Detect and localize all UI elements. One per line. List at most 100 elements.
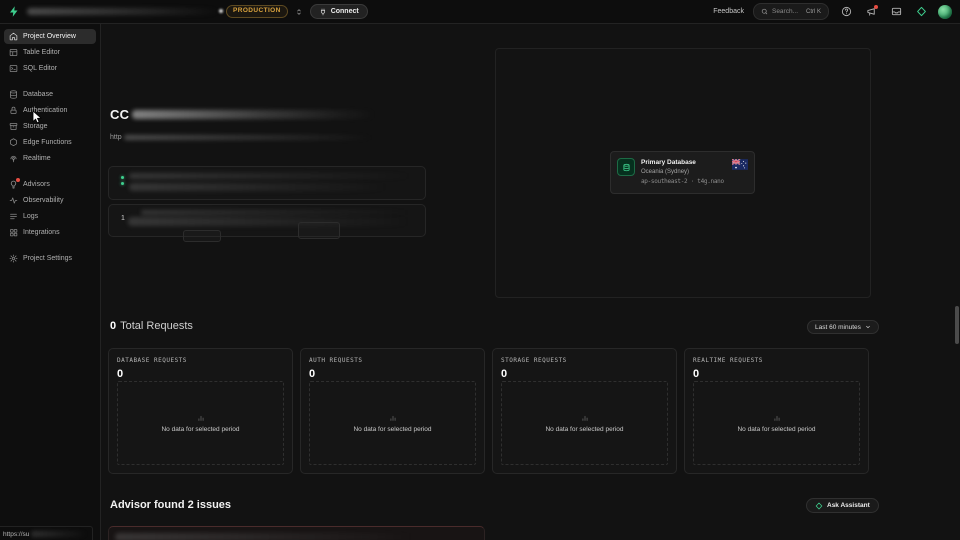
environment-switcher-icon[interactable] (295, 8, 303, 16)
project-title-prefix: CC (110, 107, 130, 122)
sidebar-item-database[interactable]: Database (4, 87, 96, 102)
empty-chart-placeholder: No data for selected period (117, 381, 284, 465)
sidebar-label: Observability (23, 197, 64, 204)
status-dot (121, 182, 124, 185)
project-url-row[interactable]: http (110, 134, 372, 141)
advisor-issue-card[interactable] (108, 526, 485, 540)
notifications-unread-dot (874, 4, 878, 9)
sidebar-label: Realtime (23, 155, 51, 162)
sidebar-item-observability[interactable]: Observability (4, 193, 96, 208)
primary-database-instance: ap-southeast-2 · t4g.nano (641, 178, 724, 186)
primary-database-region: Oceania (Sydney) (641, 169, 690, 176)
project-url-prefix: http (110, 134, 122, 141)
sidebar-item-advisors[interactable]: Advisors (4, 177, 96, 192)
search-icon (761, 8, 768, 15)
empty-chart-placeholder: No data for selected period (309, 381, 476, 465)
chevron-down-icon (866, 325, 870, 329)
total-requests-header: 0 Total Requests (110, 320, 193, 332)
card-value: 0 (501, 368, 508, 380)
search-placeholder: Search... (771, 8, 798, 15)
sidebar-label: SQL Editor (23, 65, 57, 72)
sidebar-label: Project Settings (23, 255, 73, 262)
connection-redacted-line (129, 183, 387, 191)
card-label: DATABASE REQUESTS (117, 357, 187, 364)
database-icon (10, 90, 17, 99)
card-label: AUTH REQUESTS (309, 357, 363, 364)
notifications-icon (866, 8, 875, 16)
inbox-icon (891, 7, 901, 16)
sidebar-item-sql-editor[interactable]: SQL Editor (4, 61, 96, 76)
home-icon (9, 32, 18, 41)
advisor-issue-redacted (115, 533, 413, 540)
database-badge-icon (617, 158, 635, 176)
lightbulb-icon (10, 180, 17, 189)
redacted-chip[interactable] (183, 230, 221, 242)
sidebar-item-project-settings[interactable]: Project Settings (4, 251, 96, 266)
storage-requests-card: STORAGE REQUESTS 0 No data for selected … (492, 348, 677, 474)
feedback-link[interactable]: Feedback (713, 8, 744, 15)
sidebar-label: Database (23, 91, 53, 98)
sidebar-label: Edge Functions (23, 139, 72, 146)
key-redacted-line (141, 210, 409, 215)
sidebar-item-realtime[interactable]: Realtime (4, 151, 96, 166)
sidebar-label: Project Overview (23, 33, 76, 40)
vertical-scrollbar-thumb[interactable] (955, 306, 959, 344)
key-row-prefix: 1 (121, 215, 125, 222)
time-range-dropdown[interactable]: Last 60 minutes (807, 320, 879, 334)
help-button[interactable] (838, 4, 854, 20)
bar-chart-icon (390, 415, 395, 421)
help-circle-icon (841, 6, 851, 17)
ask-assistant-button[interactable]: Ask Assistant (806, 498, 879, 513)
empty-text: No data for selected period (737, 426, 816, 433)
user-avatar[interactable] (938, 4, 952, 19)
empty-text: No data for selected period (545, 426, 624, 433)
search-input[interactable]: Search... Ctrl K (752, 3, 829, 20)
gear-icon (9, 254, 18, 263)
hexagon-icon (10, 138, 17, 147)
activity-icon (9, 197, 18, 204)
api-key-card[interactable]: 1 (108, 204, 426, 237)
sidebar-divider (0, 241, 100, 250)
card-value: 0 (117, 368, 124, 380)
total-requests-value: 0 (110, 320, 117, 332)
connection-card[interactable] (108, 166, 426, 200)
notifications-button[interactable] (863, 4, 879, 20)
project-title-redacted (132, 110, 376, 119)
card-value: 0 (309, 368, 316, 380)
sidebar-item-authentication[interactable]: Authentication (4, 103, 96, 118)
assistant-diamond-icon (815, 502, 823, 509)
card-value: 0 (693, 368, 700, 380)
sidebar-item-logs[interactable]: Logs (4, 209, 96, 224)
empty-chart-placeholder: No data for selected period (501, 381, 668, 465)
primary-database-info: Primary Database Oceania (Sydney) ap-sou… (641, 158, 726, 187)
topbar: PRODUCTION Connect Feedback Search... Ct… (0, 0, 960, 24)
terminal-icon (9, 65, 18, 72)
sidebar-item-table-editor[interactable]: Table Editor (4, 45, 96, 60)
sidebar-nav: Project Overview Table Editor SQL Editor… (0, 24, 101, 540)
sidebar-item-integrations[interactable]: Integrations (4, 225, 96, 240)
project-name-redacted[interactable] (27, 8, 219, 15)
sidebar-label: Advisors (23, 181, 50, 188)
sidebar-item-edge-functions[interactable]: Edge Functions (4, 135, 96, 150)
empty-chart-placeholder: No data for selected period (693, 381, 860, 465)
search-shortcut: Ctrl K (806, 8, 821, 15)
plug-icon (320, 8, 325, 15)
inbox-button[interactable] (888, 4, 904, 20)
sidebar-item-storage[interactable]: Storage (4, 119, 96, 134)
bar-chart-icon (198, 415, 203, 421)
environment-badge: PRODUCTION (226, 5, 288, 18)
sidebar-item-project-overview[interactable]: Project Overview (4, 29, 96, 44)
primary-database-card[interactable]: Primary Database Oceania (Sydney) ap-sou… (610, 151, 755, 194)
connect-button[interactable]: Connect (309, 4, 368, 19)
redacted-chip[interactable] (298, 222, 340, 239)
auth-requests-card: AUTH REQUESTS 0 No data for selected per… (300, 348, 485, 474)
sidebar-label: Storage (23, 123, 48, 130)
sidebar-label: Integrations (23, 229, 60, 236)
advisors-icon-wrap (9, 178, 20, 189)
connect-label: Connect (330, 8, 359, 15)
link-status-redacted (31, 531, 88, 537)
lock-icon (10, 106, 17, 114)
supabase-logo-icon[interactable] (8, 5, 20, 18)
blocks-icon (10, 229, 18, 237)
assistant-button[interactable] (913, 4, 929, 20)
